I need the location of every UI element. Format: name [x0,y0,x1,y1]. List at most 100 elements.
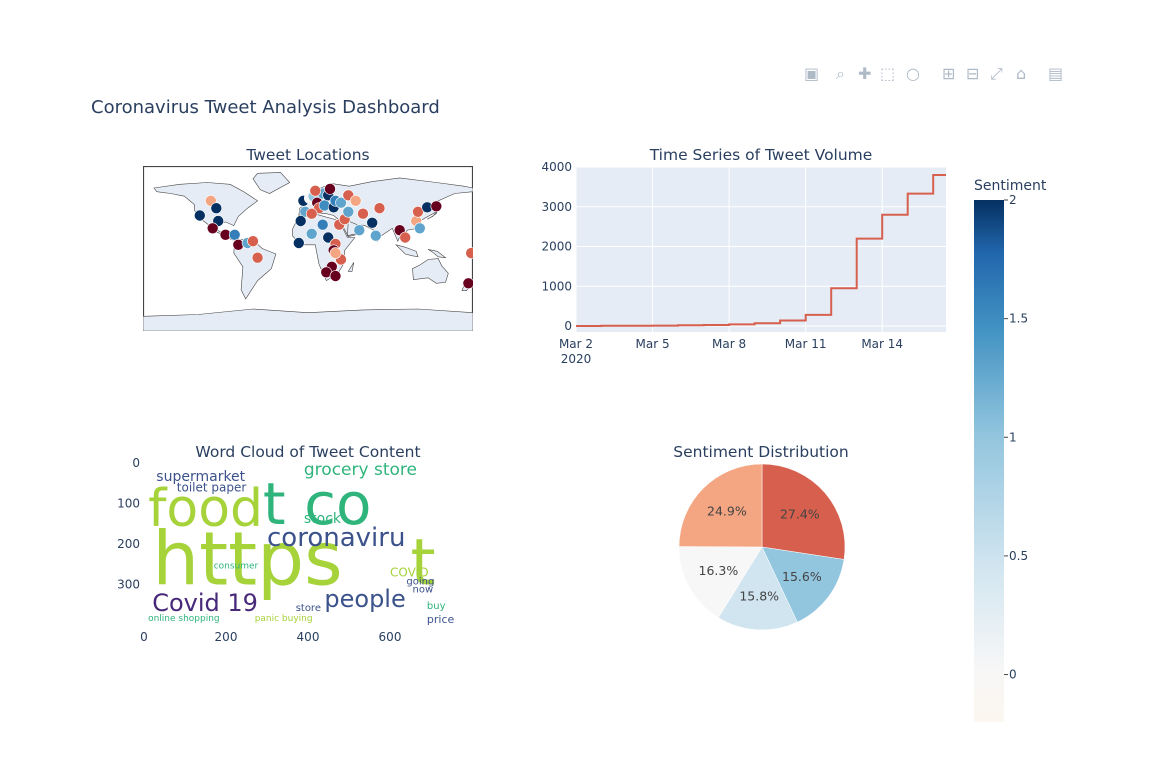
location-point[interactable] [329,270,342,282]
location-point[interactable] [357,207,369,220]
location-point[interactable] [293,237,305,249]
timeseries-title: Time Series of Tweet Volume [649,146,873,164]
land-shape [143,308,473,331]
word-cloud-word: people [324,585,405,613]
zoom-in-icon[interactable]: ⊞ [942,64,956,83]
autoscale-icon[interactable]: ⤢ [990,64,1003,83]
y-tick-label: 0 [132,456,140,470]
pie-slice[interactable] [761,546,845,623]
lasso-icon[interactable]: ○ [906,64,920,83]
pie-slice[interactable] [761,463,846,560]
y-tick-label: 200 [117,537,140,551]
x-tick-label: 400 [297,630,320,644]
location-point[interactable] [335,196,347,209]
colorbar-tick-label: 1.5 [1009,312,1028,326]
y-tick-label: 3000 [541,200,572,214]
word-cloud-word: price [427,613,455,626]
box-select-icon[interactable]: ⬚ [880,64,896,83]
x-year-label: 2020 [561,352,592,366]
location-point[interactable] [309,184,322,197]
pie-slice[interactable] [678,546,763,618]
land-shape [347,262,355,272]
pie-slice-label: 16.3% [699,563,739,578]
location-point[interactable] [412,205,424,218]
location-point[interactable] [430,200,443,213]
location-point[interactable] [329,247,342,259]
word-cloud-word: grocery store [304,460,417,480]
x-tick-label: Mar 8 [712,337,746,351]
tweet-locations-map[interactable] [143,166,473,331]
location-point[interactable] [322,231,334,244]
pie-slice-label: 24.9% [707,504,747,519]
word-cloud-word: stock [304,511,342,527]
x-tick-label: 0 [140,630,148,644]
zoom-icon[interactable]: ⌕ [836,64,845,83]
plot-area [576,167,946,332]
x-tick-label: Mar 5 [636,337,670,351]
colorbar-tick-label: 2 [1009,194,1017,207]
colorbar-tick-label: 1 [1009,430,1017,444]
wordcloud-area [144,463,472,625]
land-shape [233,238,277,300]
word-cloud-word: coronaviru [267,523,405,553]
y-tick-label: 300 [117,578,140,592]
location-point[interactable] [324,183,336,195]
reset-axes-icon[interactable]: ⌂ [1016,64,1027,83]
colorbar-tick-label: 0 [1009,668,1017,682]
word-cloud-word: going [406,577,434,588]
location-point[interactable] [366,216,378,229]
word-cloud-word: panic buying [255,614,313,624]
location-point[interactable] [316,218,329,231]
pie-slice[interactable] [718,546,798,631]
colorbar-gradient [974,200,1004,722]
y-tick-label: 4000 [541,160,572,174]
wordcloud-title: Word Cloud of Tweet Content [195,443,421,461]
tweet-volume-chart[interactable]: 0 1000 2000 3000 4000 Mar 2 Mar 5 Mar 8 Mar 11 Ma… [530,160,960,370]
location-point[interactable] [206,222,219,235]
word-cloud-word: Covid 19 [152,589,258,617]
x-tick-label: Mar 11 [785,337,827,351]
word-cloud-word: consumer [214,561,259,571]
location-point[interactable] [462,277,473,290]
location-point[interactable] [210,202,223,215]
pie-title: Sentiment Distribution [673,443,849,461]
word-cloud-word: COVID [390,565,429,579]
plotly-logo-icon[interactable]: ▤ [1048,64,1064,83]
colorbar-title: Sentiment [974,178,1047,194]
location-point[interactable] [305,228,318,240]
location-point[interactable] [305,207,318,220]
x-tick-label: 200 [215,630,238,644]
location-point[interactable] [465,247,473,259]
pie-slice[interactable] [678,463,763,548]
location-point[interactable] [353,224,366,236]
pie-slice-label: 15.8% [739,589,779,604]
x-tick-label: Mar 2 [559,337,593,351]
location-point[interactable] [193,209,206,222]
zoom-out-icon[interactable]: ⊟ [966,64,980,83]
location-point[interactable] [373,202,386,215]
location-point[interactable] [349,194,362,207]
location-point[interactable] [247,235,259,247]
word-cloud-word: t co [263,470,372,538]
location-point[interactable] [370,229,382,242]
y-tick-label: 2000 [541,240,572,254]
location-point[interactable] [413,222,426,235]
pan-icon[interactable]: ✚ [858,64,872,83]
word-cloud-word: t [411,527,436,601]
page-title: Coronavirus Tweet Analysis Dashboard [91,97,440,118]
camera-icon[interactable]: ▣ [804,64,820,83]
y-tick-label: 100 [117,497,140,511]
location-point[interactable] [294,215,307,227]
geo-title: Tweet Locations [246,146,370,164]
location-point[interactable] [342,205,355,218]
y-tick-label: 0 [564,319,572,333]
word-cloud-word: store [296,603,321,614]
sentiment-pie-chart[interactable]: 27.4% 15.6%15.8%16.3% 24.9% [670,460,855,635]
location-point[interactable] [228,229,241,241]
tweet-volume-line[interactable] [576,174,946,327]
x-tick-label: 600 [379,630,402,644]
location-point[interactable] [251,251,264,264]
word-cloud-word: https [152,517,342,603]
location-point[interactable] [399,231,412,244]
